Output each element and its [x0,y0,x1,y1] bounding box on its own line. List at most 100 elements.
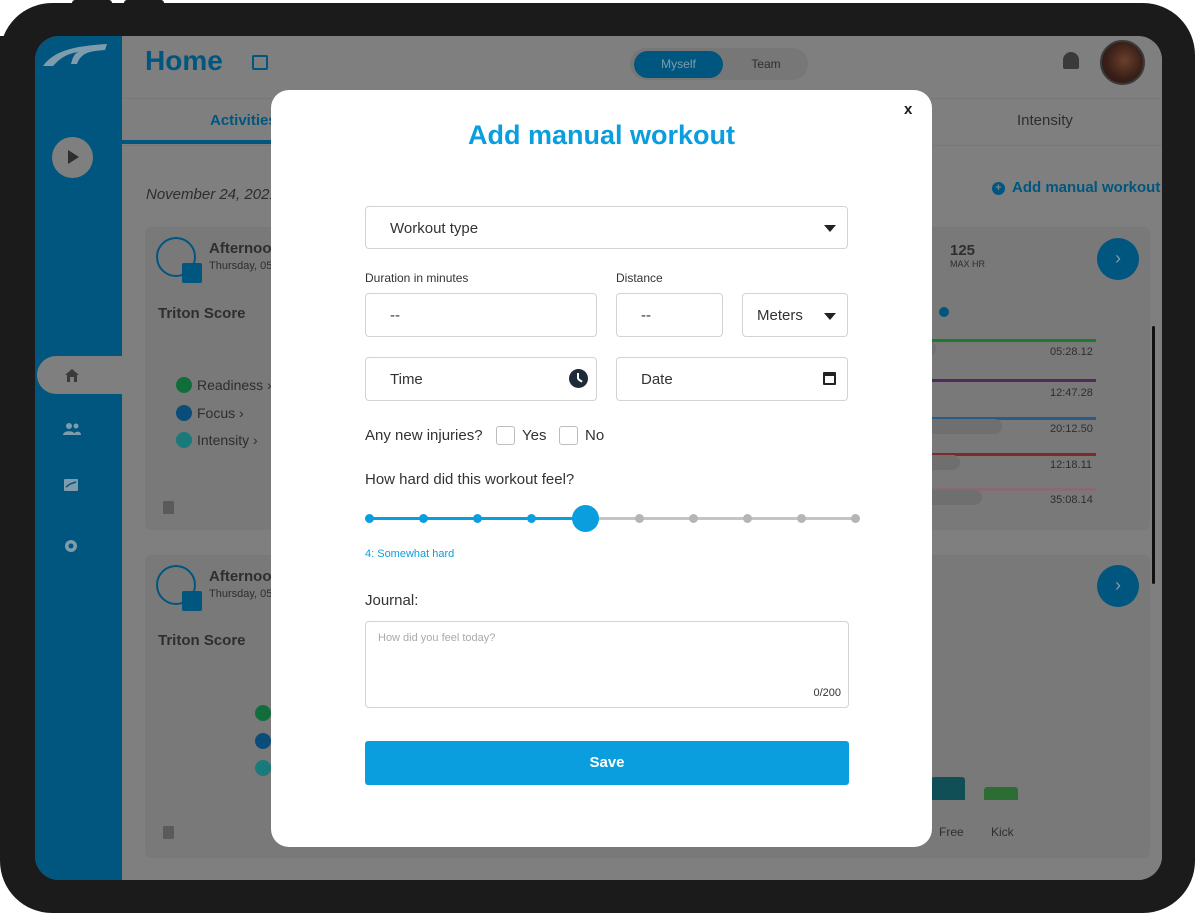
split-pill [928,419,1002,434]
legend-intensity[interactable]: Intensity › [176,432,258,448]
stroke-label-kick: Kick [991,825,1014,839]
journal-placeholder: How did you feel today? [378,632,496,644]
intensity-dot [255,760,271,776]
sidebar [35,36,122,880]
add-manual-workout-label: Add manual workout [1012,179,1161,196]
open-workout-button[interactable]: › [1097,565,1139,607]
scope-toggle[interactable]: Myself Team [630,48,808,80]
split-bar [928,417,1096,420]
triton-badge-icon [182,591,202,611]
readiness-dot [255,705,271,721]
unit-value: Meters [757,307,803,324]
slider-stop[interactable] [527,514,536,523]
triton-score-label: Triton Score [158,305,246,322]
slider-stop[interactable] [851,514,860,523]
split-bar [928,453,1096,456]
scrollbar[interactable] [1152,326,1155,584]
active-tab-indicator [122,140,272,144]
team-icon[interactable] [63,423,81,435]
page-title: Home [145,45,223,76]
journal-textarea[interactable]: How did you feel today? 0/200 [365,621,849,708]
slider-thumb[interactable] [572,505,599,532]
distance-input[interactable]: -- [616,293,723,337]
card-title: Afternoon [209,568,281,585]
slider-stop[interactable] [365,514,374,523]
slider-track [369,517,855,520]
focus-dot [176,405,192,421]
injuries-yes-checkbox[interactable] [496,426,515,445]
split-time: 35:08.14 [1050,494,1093,506]
injuries-yes-label: Yes [522,427,547,444]
clock-icon [569,369,588,388]
distance-value: -- [641,307,651,324]
close-button[interactable]: x [904,101,913,118]
slider-stop[interactable] [635,514,644,523]
legend-label: Focus › [197,405,244,421]
split-pill [928,455,960,470]
card-title: Afternoon [209,240,281,257]
swim-icon [156,237,196,277]
info-icon[interactable] [939,307,949,317]
swim-icon [156,565,196,605]
home-icon [65,369,79,382]
split-bar [928,488,1096,491]
save-button[interactable]: Save [365,741,849,785]
triton-logo [43,44,107,66]
slider-stop[interactable] [419,514,428,523]
calendar-icon[interactable] [63,478,79,492]
duration-input[interactable]: -- [365,293,597,337]
legend-readiness[interactable]: Readiness › [176,377,272,393]
time-label: Time [390,371,423,388]
readiness-dot [176,377,192,393]
slider-stop[interactable] [743,514,752,523]
max-hr-value: 125 [950,242,976,259]
calendar-icon[interactable] [252,55,268,70]
chevron-down-icon [824,313,836,320]
trash-icon[interactable] [163,501,174,514]
triton-score-label: Triton Score [158,632,246,649]
legend-label: Readiness › [197,377,272,393]
unit-select[interactable]: Meters [742,293,848,337]
split-bar [928,339,1096,342]
focus-dot [255,733,271,749]
chevron-down-icon [824,225,836,232]
split-time: 05:28.12 [1050,346,1093,358]
card-subtitle: Thursday, 05 [209,260,273,272]
split-pill [928,341,936,356]
legend-label: Intensity › [197,432,258,448]
toggle-myself[interactable]: Myself [634,51,723,78]
tab-activities[interactable]: Activities [210,112,277,129]
split-time: 20:12.50 [1050,423,1093,435]
calendar-icon [823,372,836,385]
injuries-no-label: No [585,427,605,444]
injuries-no-checkbox[interactable] [559,426,578,445]
open-workout-button[interactable]: › [1097,238,1139,280]
settings-icon[interactable] [63,538,79,554]
journal-char-count: 0/200 [813,687,841,699]
toggle-team[interactable]: Team [751,57,781,71]
split-time: 12:18.11 [1050,459,1093,471]
date-label: November 24, 2021 [146,186,278,203]
legend-focus[interactable]: Focus › [176,405,244,421]
slider-stop[interactable] [473,514,482,523]
date-input[interactable]: Date [616,357,848,401]
add-manual-workout-link[interactable]: + Add manual workout [992,179,1160,196]
modal-title: Add manual workout [467,120,735,150]
split-bar [928,379,1096,382]
trash-icon[interactable] [163,826,174,839]
nav-home[interactable] [37,356,122,394]
play-button[interactable] [52,137,93,178]
duration-value: -- [390,307,400,324]
slider-stop[interactable] [689,514,698,523]
slider-stop[interactable] [797,514,806,523]
avatar[interactable] [1100,40,1145,85]
workout-type-select[interactable]: Workout type [365,206,848,249]
plus-icon: + [992,182,1005,195]
card-subtitle: Thursday, 05 [209,588,273,600]
tab-intensity[interactable]: Intensity [1017,112,1073,129]
time-input[interactable]: Time [365,357,597,401]
distance-label: Distance [616,271,663,285]
duration-label: Duration in minutes [365,271,469,285]
bell-icon[interactable] [1063,52,1079,69]
split-time: 12:47.28 [1050,387,1093,399]
